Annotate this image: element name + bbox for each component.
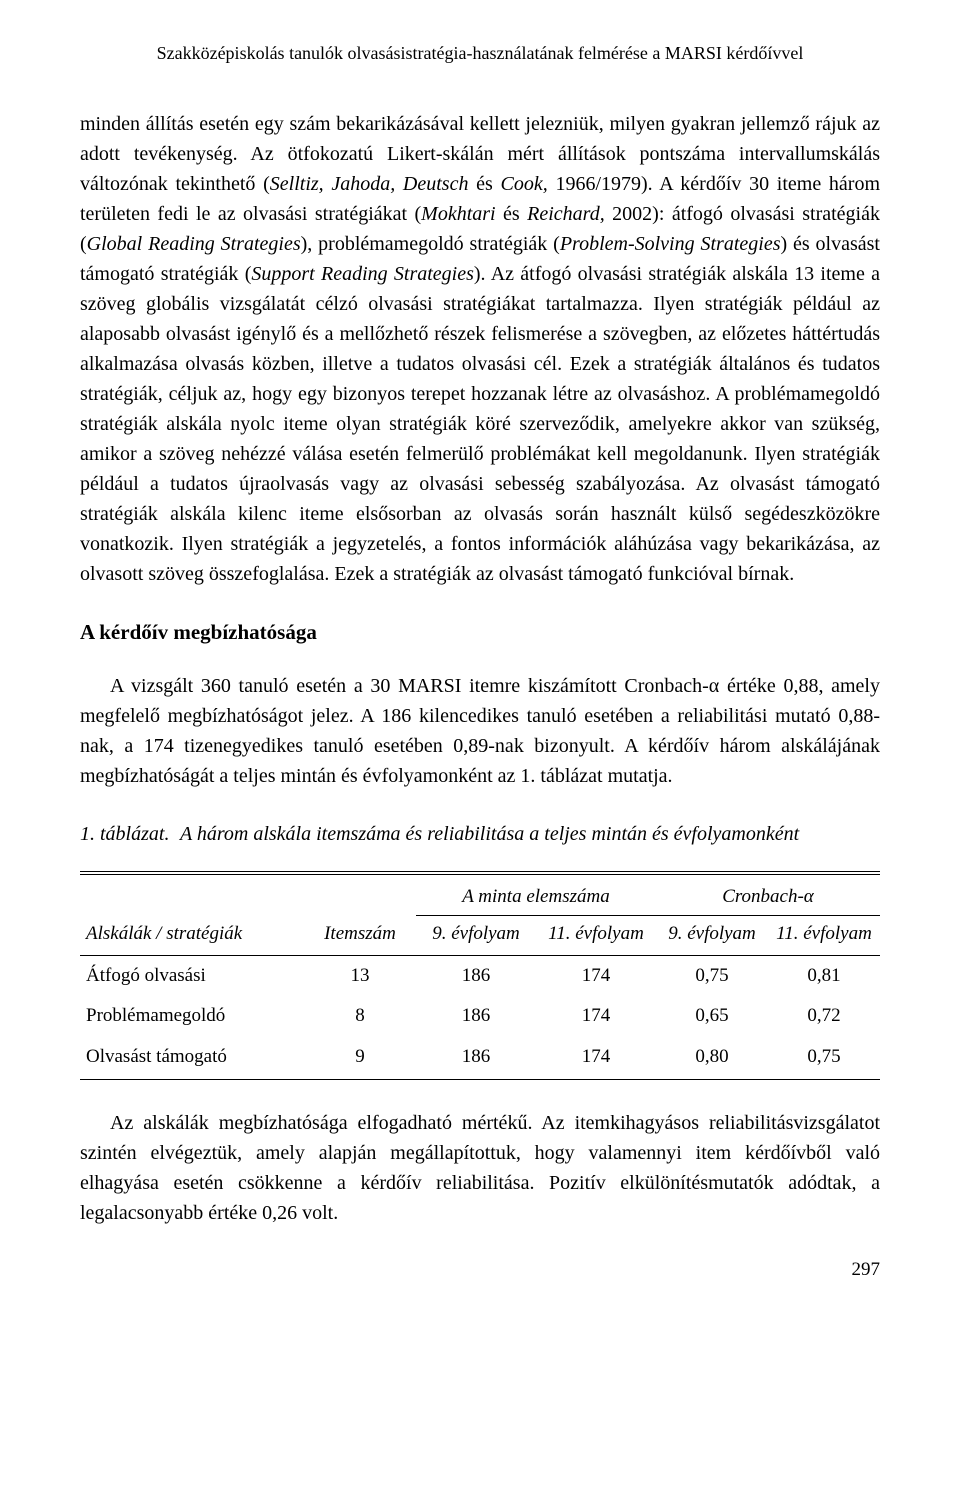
- th-sample-group: A minta elemszáma: [416, 873, 656, 916]
- th-cronbach-group: Cronbach-α: [656, 873, 880, 916]
- table-row: Olvasást támogató 9 186 174 0,80 0,75: [80, 1037, 880, 1080]
- cell-n9: 186: [416, 1037, 536, 1080]
- table-row: Átfogó olvasási 13 186 174 0,75 0,81: [80, 955, 880, 996]
- th-sample-g11: 11. évfolyam: [536, 916, 656, 956]
- running-head: Szakközépiskolás tanulók olvasásistratég…: [80, 40, 880, 67]
- p1-text-h: ). Az átfogó olvasási stratégiák alskála…: [80, 263, 880, 585]
- cell-n11: 174: [536, 955, 656, 996]
- cell-c9: 0,75: [656, 955, 768, 996]
- cell-n9: 186: [416, 955, 536, 996]
- cell-c9: 0,80: [656, 1037, 768, 1080]
- cell-c11: 0,72: [768, 996, 880, 1037]
- cell-label: Problémamegoldó: [80, 996, 304, 1037]
- table-caption-number: 1. táblázat.: [80, 819, 180, 849]
- cell-items: 9: [304, 1037, 416, 1080]
- cell-n11: 174: [536, 1037, 656, 1080]
- p1-ital-3: Mokhtari: [421, 203, 495, 225]
- p1-ital-4: Reichard,: [527, 203, 605, 225]
- p1-ital-7: Support Reading Strategies: [251, 263, 474, 285]
- th-cron-g11: 11. évfolyam: [768, 916, 880, 956]
- p2-text: A vizsgált 360 tanuló esetén a 30 MARSI …: [80, 675, 880, 787]
- p1-ital-1: Selltiz, Jahoda, Deutsch: [270, 173, 469, 195]
- cell-items: 13: [304, 955, 416, 996]
- p1-text-b: és: [468, 173, 500, 195]
- paragraph-1: minden állítás esetén egy szám bekarikáz…: [80, 109, 880, 589]
- cell-label: Olvasást támogató: [80, 1037, 304, 1080]
- cell-c11: 0,81: [768, 955, 880, 996]
- p1-ital-2: Cook,: [501, 173, 548, 195]
- cell-n11: 174: [536, 996, 656, 1037]
- cell-c9: 0,65: [656, 996, 768, 1037]
- p1-ital-5: Global Reading Strategies: [87, 233, 301, 255]
- p3-text: Az alskálák megbízhatósága elfogadható m…: [80, 1112, 880, 1224]
- page-number: 297: [80, 1256, 880, 1285]
- th-itemcount: Itemszám: [304, 873, 416, 956]
- cell-label: Átfogó olvasási: [80, 955, 304, 996]
- cell-items: 8: [304, 996, 416, 1037]
- cell-c11: 0,75: [768, 1037, 880, 1080]
- paragraph-2: A vizsgált 360 tanuló esetén a 30 MARSI …: [80, 671, 880, 791]
- table-row: Problémamegoldó 8 186 174 0,65 0,72: [80, 996, 880, 1037]
- reliability-table: Alskálák / stratégiák Itemszám A minta e…: [80, 871, 880, 1081]
- p1-text-d: és: [496, 203, 528, 225]
- th-sample-g9: 9. évfolyam: [416, 916, 536, 956]
- p1-ital-6: Problem-Solving Strategies: [560, 233, 781, 255]
- paragraph-3: Az alskálák megbízhatósága elfogadható m…: [80, 1108, 880, 1228]
- section-heading-reliability: A kérdőív megbízhatósága: [80, 617, 880, 649]
- table-caption: 1. táblázat.A három alskála itemszáma és…: [80, 819, 880, 849]
- th-cron-g9: 9. évfolyam: [656, 916, 768, 956]
- th-strategies: Alskálák / stratégiák: [80, 873, 304, 956]
- table-caption-body: A három alskála itemszáma és reliabilitá…: [180, 819, 880, 849]
- cell-n9: 186: [416, 996, 536, 1037]
- p1-text-f: ), problémamegoldó stratégiák (: [301, 233, 560, 255]
